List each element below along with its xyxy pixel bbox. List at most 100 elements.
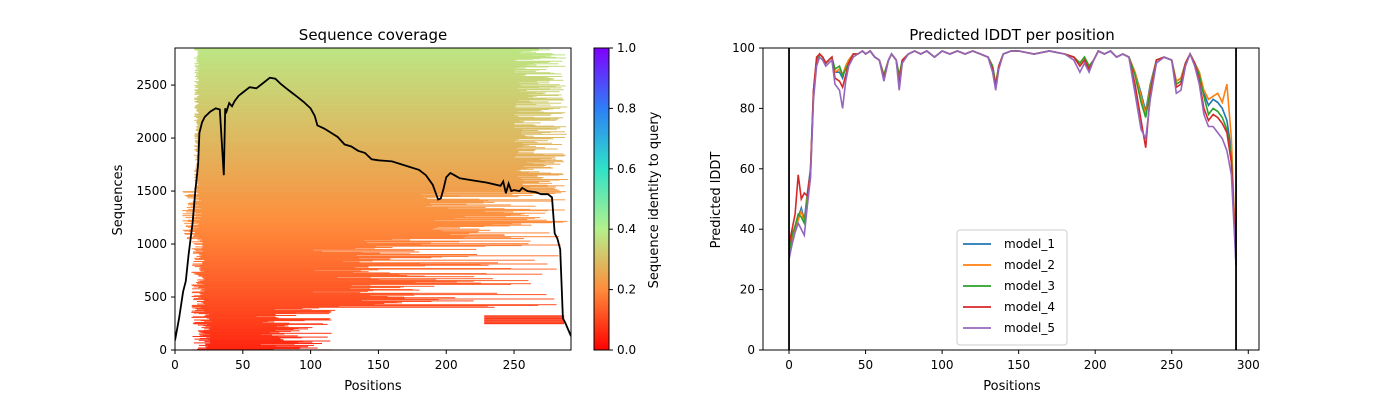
coverage-row [184,222,513,224]
coverage-row [196,282,416,283]
y-tick-label: 1500 [136,184,167,198]
legend-box [956,229,1068,346]
coverage-row [198,281,457,283]
coverage-row [199,331,280,333]
coverage-row [194,57,567,59]
coverage-row [203,299,362,301]
coverage-row [191,284,371,286]
coverage-row [196,148,558,150]
coverage-row [198,117,560,119]
coverage-row [193,243,529,245]
coverage-row [200,337,281,339]
coverage-row [197,151,519,153]
coverage-row [205,343,295,345]
coverage-row [195,140,548,142]
coverage-row [194,135,534,137]
coverage-row [198,70,536,72]
coverage-row [210,326,289,328]
coverage-row [205,314,276,316]
coverage-row [198,227,460,229]
coverage-row [205,344,261,346]
y-tick-label: 2000 [136,131,167,145]
coverage-row [201,327,313,329]
coverage-row [197,61,551,63]
coverage-row [199,223,522,225]
coverage-row [198,74,526,76]
coverage-row [195,212,504,213]
coverage-row [198,253,411,255]
coverage-row [191,227,434,229]
coverage-row [206,346,301,348]
coverage-row [192,288,370,290]
coverage-row [197,139,516,141]
coverage-row [195,129,523,131]
coverage-row [196,178,521,180]
coverage-row [194,188,521,190]
coverage-row [196,163,534,165]
coverage-row [199,269,315,271]
coverage-row [207,323,328,325]
coverage-row [196,104,551,106]
coverage-row [204,278,380,280]
y-tick-label: 2500 [136,78,167,92]
x-tick-label: 100 [299,358,322,372]
x-tick-label: 0 [171,358,179,372]
coverage-row [194,136,528,138]
coverage-row [194,170,521,172]
coverage-row [202,262,421,264]
coverage-row [192,218,455,220]
coverage-row [197,114,551,116]
coverage-row [204,332,332,334]
colorbar-tick-label: 0.6 [617,162,636,176]
coverage-row [196,102,533,103]
coverage-row [195,213,521,215]
coverage-row [195,179,569,180]
coverage-row [193,297,406,299]
coverage-row [197,137,565,138]
coverage-row [195,81,519,83]
coverage-row [197,132,521,134]
coverage-row [484,319,565,321]
coverage-row [192,201,484,203]
coverage-row [484,315,565,317]
coverage-row [191,304,539,306]
coverage-row [194,248,477,250]
coverage-row [199,152,518,154]
coverage-row [203,245,522,247]
coverage-row [196,77,549,79]
legend-label: model_1 [1004,237,1055,251]
coverage-row [193,210,485,212]
coverage-row [204,320,269,322]
coverage-row [196,165,547,166]
coverage-row [202,249,314,251]
coverage-row [484,316,565,318]
coverage-row [201,301,397,303]
coverage-row [195,90,521,92]
coverage-row [194,119,556,121]
coverage-row [201,289,413,290]
y-tick-label: 60 [740,162,755,176]
coverage-row [196,147,546,149]
coverage-row [198,84,560,86]
coverage-row [198,258,391,260]
coverage-row [195,159,541,161]
coverage-row [195,150,535,152]
coverage-row [188,231,479,233]
coverage-row [204,311,332,313]
colorbar-gradient [593,47,610,351]
coverage-row [201,200,489,201]
coverage-row [194,198,427,199]
coverage-row [196,117,564,119]
colorbar-tick-label: 1.0 [617,41,636,55]
coverage-row [209,318,329,320]
coverage-row [185,225,510,227]
coverage-row [204,287,350,289]
coverage-row [198,53,552,55]
coverage-row [187,236,511,238]
coverage-row [194,48,539,50]
coverage-row [194,138,554,140]
coverage-row [209,334,261,336]
y-tick-label: 20 [740,283,755,297]
coverage-row [197,172,551,174]
series-line-model-4 [788,49,1237,257]
